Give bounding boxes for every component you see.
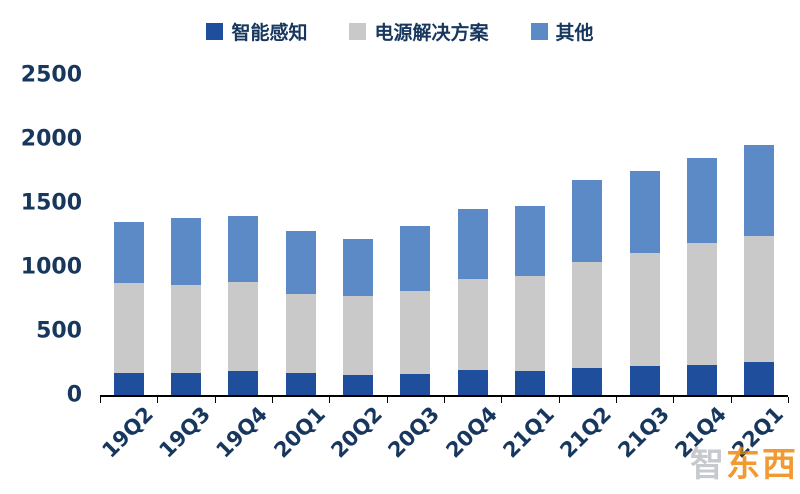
x-tick-label: 19Q4 [211, 402, 273, 463]
bar-segment [113, 283, 144, 373]
bar-segment [285, 293, 316, 374]
bar-segment [572, 368, 603, 395]
x-axis-tick [788, 397, 789, 403]
bar-segment [228, 371, 259, 395]
x-tick-label: 21Q1 [498, 402, 559, 463]
x-axis-tick [616, 397, 617, 403]
watermark-text-left: 智 [690, 445, 726, 485]
legend-label: 电源解决方案 [374, 22, 489, 44]
bar-20Q4 [457, 209, 488, 395]
bar-segment [457, 370, 488, 395]
bar-segment [515, 275, 545, 372]
x-axis-tick [444, 397, 445, 403]
bar-segment [400, 291, 431, 374]
bar-segment [171, 373, 201, 395]
x-axis-tick [501, 397, 503, 403]
bar-segment [343, 238, 373, 296]
x-tick-label: 21Q2 [555, 402, 617, 463]
x-axis-tick [329, 397, 331, 403]
x-axis-tick [272, 397, 273, 403]
bar-19Q4 [228, 215, 259, 395]
x-tick-label: 19Q3 [154, 402, 215, 463]
bar-segment [744, 145, 775, 237]
bar-segment [400, 226, 431, 292]
bar-21Q2 [572, 179, 603, 395]
bar-segment [171, 218, 201, 285]
x-axis-tick [100, 397, 101, 403]
x-tick-label: 20Q3 [383, 402, 445, 463]
x-axis-tick [386, 397, 388, 403]
bar-segment [629, 366, 660, 395]
x-tick-label: 20Q1 [269, 402, 330, 463]
bar-segment [515, 371, 545, 395]
bar-segment [343, 375, 373, 395]
legend: 智能感知 电源解决方案 其他 [0, 18, 800, 45]
bar-segment [572, 179, 603, 262]
bar-segment [228, 282, 259, 372]
x-axis-tick [558, 397, 560, 403]
bar-20Q1 [285, 231, 316, 395]
bar-segment [171, 284, 201, 374]
bar-segment [228, 215, 259, 283]
bar-19Q2 [113, 222, 144, 395]
legend-swatch-icon [349, 23, 367, 40]
bar-segment [687, 243, 717, 365]
bar-20Q2 [343, 238, 373, 395]
legend-label: 智能感知 [231, 22, 308, 44]
plot-area [100, 75, 789, 403]
bar-segment [687, 158, 717, 244]
watermark: 智东西 [690, 437, 798, 486]
x-axis-tick [673, 397, 675, 403]
bar-segment [285, 231, 316, 294]
bar-22Q1 [744, 145, 775, 395]
bar-20Q3 [400, 226, 431, 395]
bar-21Q3 [629, 171, 660, 395]
y-tick-label: 2000 [20, 126, 82, 152]
x-tick-label: 20Q4 [441, 402, 502, 463]
bar-segment [687, 364, 717, 395]
bar-segment [457, 278, 488, 371]
bar-segment [744, 236, 775, 363]
y-axis: 0 500 1000 1500 2000 2500 [0, 63, 88, 408]
bar-segment [515, 205, 545, 276]
y-tick-label: 1500 [20, 190, 82, 216]
x-tick-label: 19Q2 [97, 402, 158, 463]
x-tick-label: 20Q2 [326, 402, 387, 463]
x-tick-label: 21Q3 [613, 402, 674, 463]
x-axis-tick [214, 397, 216, 403]
bar-segment [629, 252, 660, 367]
legend-item-1: 智能感知 [206, 18, 307, 45]
bar-segment [457, 209, 488, 279]
bar-segment [285, 373, 316, 395]
y-tick-label: 1000 [20, 254, 82, 280]
legend-label: 其他 [555, 22, 594, 44]
bar-segment [343, 295, 373, 376]
bar-segment [113, 372, 144, 395]
y-tick-label: 2500 [20, 62, 82, 88]
bar-19Q3 [171, 218, 201, 395]
bar-segment [629, 171, 660, 253]
legend-swatch-icon [206, 23, 224, 40]
watermark-text-right: 东西 [726, 445, 798, 485]
y-tick-label: 0 [66, 382, 82, 408]
bar-segment [572, 261, 603, 369]
legend-swatch-icon [530, 23, 548, 40]
legend-item-2: 电源解决方案 [349, 18, 489, 45]
bar-segment [744, 362, 775, 395]
y-tick-label: 500 [36, 318, 82, 344]
x-axis: 19Q2 19Q3 19Q4 20Q1 20Q2 20Q3 20Q4 21Q1 21Q2 21Q3… [97, 402, 788, 463]
bar-21Q4 [687, 158, 717, 395]
legend-item-3: 其他 [530, 18, 594, 45]
bar-segment [113, 222, 144, 284]
bar-21Q1 [515, 205, 545, 395]
x-axis-tick [157, 397, 159, 403]
bar-segment [400, 373, 431, 395]
x-axis-tick [730, 397, 732, 403]
